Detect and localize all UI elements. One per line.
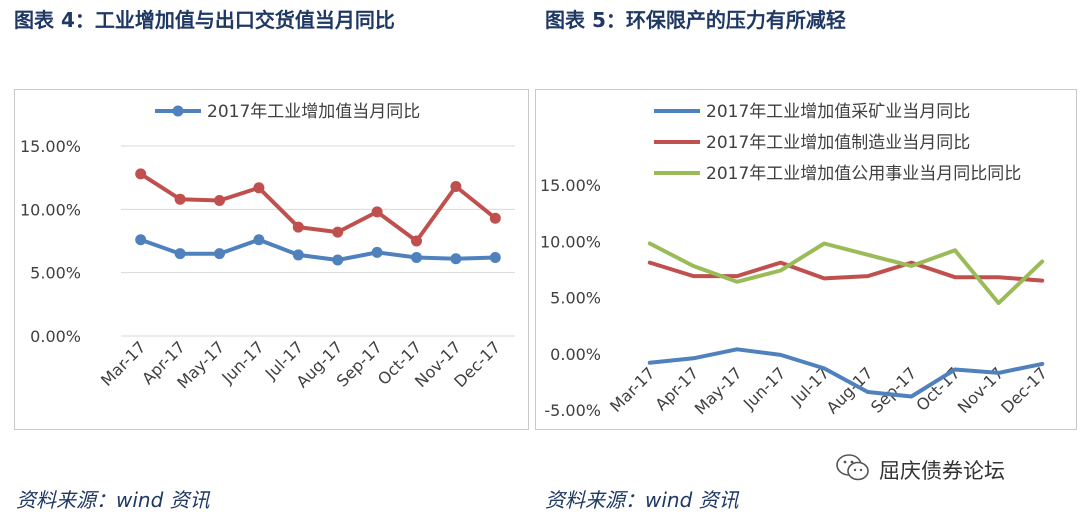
data-point	[174, 248, 186, 260]
left-chart-panel: 0.00% 5.00% 10.00% 15.00% Mar-17 Apr-17 May-17…	[14, 89, 529, 430]
left-source-note: 资料来源：wind 资讯	[16, 488, 210, 512]
x-tick-label: May-17	[691, 363, 746, 418]
series-line	[647, 347, 1045, 399]
data-point	[489, 212, 501, 224]
x-tick-label: Mar-17	[606, 363, 659, 416]
x-tick-label: Jun-17	[739, 363, 789, 413]
data-point	[450, 181, 462, 193]
legend-marker	[172, 105, 184, 117]
left-line-chart: 0.00%5.00%10.00%15.00%Mar-17Apr-17May-17…	[20, 102, 515, 393]
data-point	[292, 249, 304, 261]
data-point	[332, 254, 344, 266]
watermark: 屈庆债券论坛	[835, 453, 1005, 487]
data-point	[450, 253, 462, 265]
y-tick-label: 10.00%	[20, 200, 81, 219]
watermark-text: 屈庆债券论坛	[879, 459, 1005, 483]
series-line	[138, 237, 498, 262]
legend-label: 2017年工业增加值采矿业当月同比	[706, 102, 970, 122]
data-point	[292, 221, 304, 233]
left-figure-title: 图表 4：工业增加值与出口交货值当月同比	[14, 8, 395, 32]
legend-label: 2017年工业增加值制造业当月同比	[706, 133, 970, 153]
y-tick-label: 5.00%	[550, 289, 601, 308]
data-point	[253, 234, 265, 246]
right-chart-panel: -5.00% 0.00% 5.00% 10.00% 15.00% Mar-17 Apr-17…	[535, 89, 1077, 430]
data-point	[332, 226, 344, 238]
wechat-icon	[835, 453, 871, 487]
legend-label: 2017年工业增加值当月同比	[207, 102, 420, 122]
series-line	[647, 241, 1045, 306]
right-line-chart: -5.00%0.00%5.00%10.00%15.00%Mar-17Apr-17…	[540, 102, 1051, 420]
x-tick-label: Sep-17	[867, 363, 920, 416]
data-point	[135, 234, 147, 246]
data-point	[174, 193, 186, 205]
data-point	[489, 251, 501, 263]
legend-label: 2017年工业增加值公用事业当月同比同比	[706, 164, 1021, 184]
y-tick-label: 0.00%	[30, 327, 81, 346]
series-line	[138, 171, 498, 243]
x-tick-label: Mar-17	[97, 337, 150, 390]
data-point	[214, 194, 225, 206]
y-tick-label: 0.00%	[550, 345, 601, 364]
data-point	[253, 182, 265, 194]
y-tick-label: 15.00%	[540, 176, 601, 195]
y-tick-label: 10.00%	[540, 232, 601, 251]
right-figure-title: 图表 5：环保限产的压力有所减轻	[545, 8, 846, 32]
data-point	[371, 246, 383, 258]
right-source-note: 资料来源：wind 资讯	[545, 488, 739, 512]
y-tick-label: 5.00%	[30, 264, 81, 283]
x-tick-label: Jun-17	[217, 337, 267, 387]
data-point	[411, 251, 422, 263]
y-tick-label: 15.00%	[20, 137, 81, 156]
data-point	[214, 248, 225, 260]
data-point	[371, 206, 383, 218]
y-tick-label: -5.00%	[544, 401, 601, 420]
data-point	[411, 235, 422, 247]
data-point	[135, 168, 147, 180]
